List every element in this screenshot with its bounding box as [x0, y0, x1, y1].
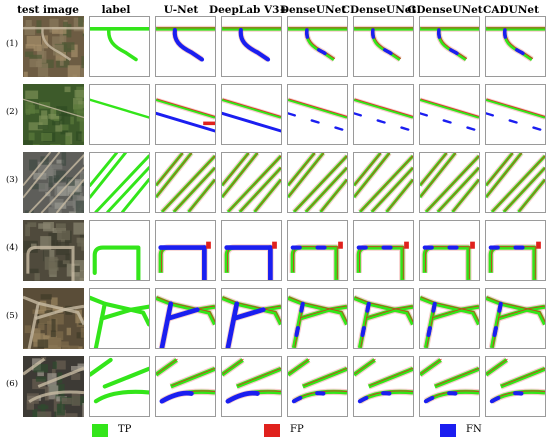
- column-header-2: U-Net: [163, 4, 199, 16]
- label-mask-4: [89, 220, 150, 281]
- prediction-4-7: [485, 220, 546, 281]
- prediction-5-2: [155, 288, 216, 349]
- column-header-0: test image: [17, 4, 79, 16]
- prediction-5-4: [287, 288, 348, 349]
- label-mask-3: [89, 152, 150, 213]
- prediction-4-3: [221, 220, 282, 281]
- prediction-2-6: [419, 84, 480, 145]
- prediction-2-3: [221, 84, 282, 145]
- row-label-3: (3): [5, 175, 19, 185]
- prediction-2-4: [287, 84, 348, 145]
- column-header-1: label: [101, 4, 131, 16]
- test-image-4: [23, 220, 84, 281]
- label-mask-2: [89, 84, 150, 145]
- row-label-1: (1): [5, 39, 19, 49]
- legend-swatch-tp: [92, 424, 108, 437]
- legend-swatch-fn: [440, 424, 456, 437]
- prediction-1-6: [419, 16, 480, 77]
- column-header-5: CDenseUNet: [341, 4, 417, 16]
- prediction-6-3: [221, 356, 282, 417]
- prediction-3-4: [287, 152, 348, 213]
- prediction-5-5: [353, 288, 414, 349]
- prediction-1-4: [287, 16, 348, 77]
- prediction-1-3: [221, 16, 282, 77]
- prediction-2-5: [353, 84, 414, 145]
- prediction-6-6: [419, 356, 480, 417]
- prediction-4-2: [155, 220, 216, 281]
- legend-label-tp: TP: [118, 424, 132, 435]
- label-mask-5: [89, 288, 150, 349]
- prediction-4-4: [287, 220, 348, 281]
- prediction-5-7: [485, 288, 546, 349]
- prediction-6-7: [485, 356, 546, 417]
- prediction-5-6: [419, 288, 480, 349]
- row-label-5: (5): [5, 311, 19, 321]
- row-label-4: (4): [5, 243, 19, 253]
- label-mask-1: [89, 16, 150, 77]
- test-image-2: [23, 84, 84, 145]
- test-image-5: [23, 288, 84, 349]
- column-header-3: DeepLab V3+: [209, 4, 289, 16]
- prediction-1-2: [155, 16, 216, 77]
- column-header-6: GDenseUNet: [407, 4, 483, 16]
- test-image-6: [23, 356, 84, 417]
- prediction-1-7: [485, 16, 546, 77]
- prediction-2-7: [485, 84, 546, 145]
- prediction-3-3: [221, 152, 282, 213]
- label-mask-6: [89, 356, 150, 417]
- prediction-3-6: [419, 152, 480, 213]
- test-image-3: [23, 152, 84, 213]
- prediction-5-3: [221, 288, 282, 349]
- column-header-4: DenseUNet: [279, 4, 347, 16]
- prediction-3-5: [353, 152, 414, 213]
- prediction-1-5: [353, 16, 414, 77]
- prediction-2-2: [155, 84, 216, 145]
- prediction-6-4: [287, 356, 348, 417]
- column-header-7: CADUNet: [483, 4, 539, 16]
- row-label-6: (6): [5, 379, 19, 389]
- legend-label-fp: FP: [290, 424, 304, 435]
- prediction-3-2: [155, 152, 216, 213]
- prediction-6-5: [353, 356, 414, 417]
- prediction-6-2: [155, 356, 216, 417]
- row-label-2: (2): [5, 107, 19, 117]
- legend-swatch-fp: [264, 424, 280, 437]
- prediction-4-6: [419, 220, 480, 281]
- prediction-4-5: [353, 220, 414, 281]
- test-image-1: [23, 16, 84, 77]
- prediction-3-7: [485, 152, 546, 213]
- legend-label-fn: FN: [466, 424, 482, 435]
